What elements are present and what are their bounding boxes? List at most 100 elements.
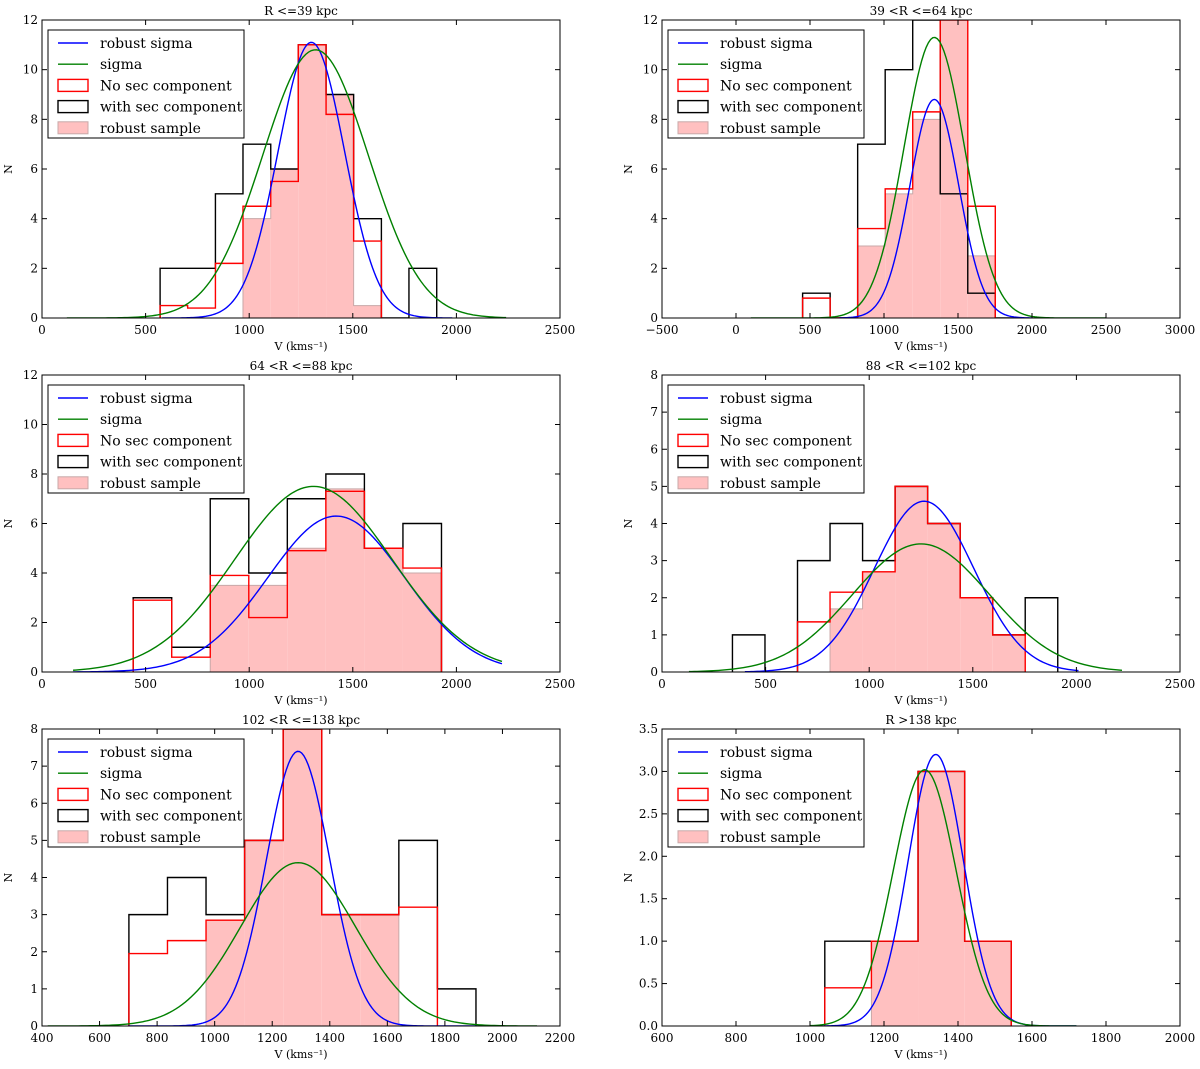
y-axis-label: N xyxy=(2,518,15,528)
y-tick-label: 8 xyxy=(30,112,38,126)
y-tick-label: 6 xyxy=(30,796,38,810)
y-tick-label: 4 xyxy=(30,871,38,885)
y-tick-label: 12 xyxy=(643,13,658,27)
legend-item: robust sample xyxy=(57,830,201,846)
legend-label: robust sample xyxy=(720,121,821,137)
panel-4: 0 500 1000 1500 2000 2500 0 1 2 3 4 5 6 7 8 88 <R <=102… xyxy=(622,359,1195,707)
x-tick-label: 1800 xyxy=(1091,1031,1122,1045)
x-axis-label: V (kms⁻¹) xyxy=(274,340,328,353)
legend-label: No sec component xyxy=(100,78,232,94)
y-tick-label: 4 xyxy=(30,212,38,226)
x-tick-label: 1500 xyxy=(958,677,989,691)
panel-title: 39 <R <=64 kpc xyxy=(870,4,973,18)
y-tick-label: 2 xyxy=(650,591,658,605)
legend-item: sigma xyxy=(58,412,142,428)
legend-item: with sec component xyxy=(677,808,863,825)
legend-box-swatch xyxy=(57,454,89,469)
y-tick-label: 5 xyxy=(650,479,658,493)
legend-fill-swatch xyxy=(677,121,709,135)
y-tick-label: 5 xyxy=(30,833,38,847)
panel-title: 88 <R <=102 kpc xyxy=(866,359,977,373)
x-tick-label: 1000 xyxy=(234,323,265,337)
no-sec-component-histogram xyxy=(159,44,383,318)
legend-fill-swatch xyxy=(677,830,709,844)
sigma-curve xyxy=(66,49,507,318)
legend-box-swatch xyxy=(677,454,709,469)
legend-item: No sec component xyxy=(677,433,852,449)
x-tick-label: 1500 xyxy=(338,677,369,691)
y-tick-label: 8 xyxy=(650,112,658,126)
panel-5: 400 600 800 1000 1200 1400 1600 1800 2000 2200 0 1 2… xyxy=(2,713,575,1061)
y-tick-label: 0 xyxy=(30,311,38,325)
panel-2: −500 0 500 1000 1500 2000 2500 300002468101239 … xyxy=(622,4,1195,353)
robust-sigma-curve xyxy=(162,41,453,318)
y-tick-label: 3.0 xyxy=(639,764,658,778)
legend-item: robust sigma xyxy=(678,36,813,52)
x-tick-label: −500 xyxy=(646,323,679,337)
y-tick-label: 1.5 xyxy=(639,892,658,906)
x-tick-label: 500 xyxy=(134,677,157,691)
y-tick-label: 4 xyxy=(30,566,38,580)
x-tick-label: 500 xyxy=(799,323,822,337)
plot-area xyxy=(47,729,537,1026)
x-tick-label: 800 xyxy=(725,1031,748,1045)
x-tick-label: 0 xyxy=(658,677,666,691)
y-axis-label: N xyxy=(2,872,15,882)
y-tick-label: 12 xyxy=(23,368,38,382)
legend-box-swatch xyxy=(677,808,709,823)
x-tick-label: 1200 xyxy=(257,1031,288,1045)
robust-sample-bar xyxy=(960,597,993,672)
legend-item: robust sample xyxy=(57,476,201,492)
legend-label: sigma xyxy=(100,57,142,73)
y-tick-label: 7 xyxy=(30,759,38,773)
y-tick-label: 3 xyxy=(650,554,658,568)
legend-label: with sec component xyxy=(100,809,243,825)
x-axis-label: V (kms⁻¹) xyxy=(274,1048,328,1061)
robust-sample-bar xyxy=(927,523,961,672)
y-tick-label: 8 xyxy=(30,722,38,736)
legend-item: with sec component xyxy=(57,100,243,116)
y-tick-label: 0.5 xyxy=(639,977,658,991)
panel-6: 600 800 1000 1200 1400 1600 1800 2000 0.0 0.5 1.0 1… xyxy=(622,713,1195,1061)
x-tick-label: 2000 xyxy=(1061,677,1092,691)
robust-sample-bar xyxy=(242,218,271,318)
x-tick-label: 2000 xyxy=(441,677,472,691)
legend-label: with sec component xyxy=(720,100,863,116)
legend-label: with sec component xyxy=(720,809,863,825)
x-tick-label: 1600 xyxy=(372,1031,403,1045)
legend-box-swatch xyxy=(57,433,89,448)
x-tick-label: 1000 xyxy=(795,1031,826,1045)
x-tick-label: 2500 xyxy=(1165,677,1196,691)
legend-box-swatch xyxy=(677,99,709,114)
y-axis-label: N xyxy=(2,164,15,174)
y-tick-label: 1.0 xyxy=(639,934,658,948)
y-tick-label: 0.0 xyxy=(639,1019,658,1033)
x-axis-label: V (kms⁻¹) xyxy=(274,694,328,707)
sigma-curve xyxy=(47,861,537,1026)
x-tick-label: 1000 xyxy=(869,323,900,337)
legend-item: robust sigma xyxy=(58,36,193,52)
robust-sample-bar xyxy=(360,914,399,1026)
y-tick-label: 1 xyxy=(30,982,38,996)
robust-sigma-curve xyxy=(839,98,1033,318)
legend-label: robust sigma xyxy=(720,36,813,52)
y-tick-label: 4 xyxy=(650,212,658,226)
y-tick-label: 8 xyxy=(650,368,658,382)
plot-area xyxy=(809,753,1077,1026)
no-sec-component-histogram xyxy=(796,485,1026,672)
legend: robust sigma sigma No sec component with se… xyxy=(667,738,865,848)
x-tick-label: 2000 xyxy=(441,323,472,337)
robust-sample-bar xyxy=(940,20,968,318)
robust-sample-bar xyxy=(244,840,284,1026)
panel-title: R <=39 kpc xyxy=(264,4,338,18)
y-tick-label: 2.0 xyxy=(639,849,658,863)
legend-label: sigma xyxy=(100,766,142,782)
legend-fill-swatch xyxy=(57,476,89,490)
y-tick-label: 2 xyxy=(30,945,38,959)
legend: robust sigma sigma No sec component with se… xyxy=(667,384,865,494)
x-tick-label: 2200 xyxy=(545,1031,576,1045)
legend-box xyxy=(667,738,865,848)
legend-box xyxy=(667,384,865,494)
robust-sigma-curve xyxy=(744,500,1079,672)
robust-sample-bar xyxy=(830,608,863,672)
